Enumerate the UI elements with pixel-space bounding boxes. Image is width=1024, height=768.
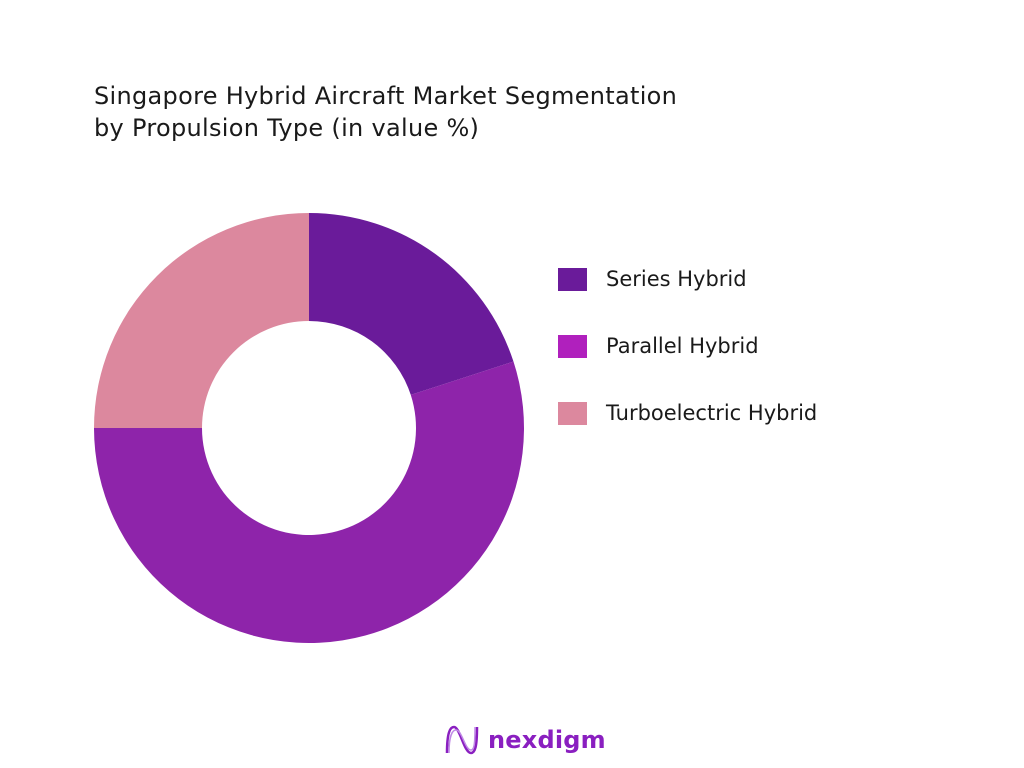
legend: Series Hybrid Parallel Hybrid Turboelect… xyxy=(558,265,817,466)
nexdigm-wave-icon xyxy=(445,725,479,755)
legend-item-series-hybrid: Series Hybrid xyxy=(558,265,817,293)
donut-slice-parallel-hybrid xyxy=(94,361,524,644)
donut-slice-series-hybrid xyxy=(309,213,514,395)
chart-title: Singapore Hybrid Aircraft Market Segment… xyxy=(94,80,677,144)
logo-text: nexdigm xyxy=(488,726,606,754)
legend-label: Turboelectric Hybrid xyxy=(606,401,818,425)
legend-swatch xyxy=(558,334,587,358)
legend-item-turboelectric-hybrid: Turboelectric Hybrid xyxy=(558,399,817,427)
nexdigm-logo: nexdigm xyxy=(444,723,606,757)
legend-swatch xyxy=(558,401,587,425)
legend-item-parallel-hybrid: Parallel Hybrid xyxy=(558,332,817,360)
legend-label: Series Hybrid xyxy=(606,267,747,291)
title-line-2: by Propulsion Type (in value %) xyxy=(94,114,480,142)
legend-swatch xyxy=(558,267,587,291)
legend-label: Parallel Hybrid xyxy=(606,334,759,358)
donut-slice-turboelectric-hybrid xyxy=(94,213,309,428)
title-line-1: Singapore Hybrid Aircraft Market Segment… xyxy=(94,82,678,110)
